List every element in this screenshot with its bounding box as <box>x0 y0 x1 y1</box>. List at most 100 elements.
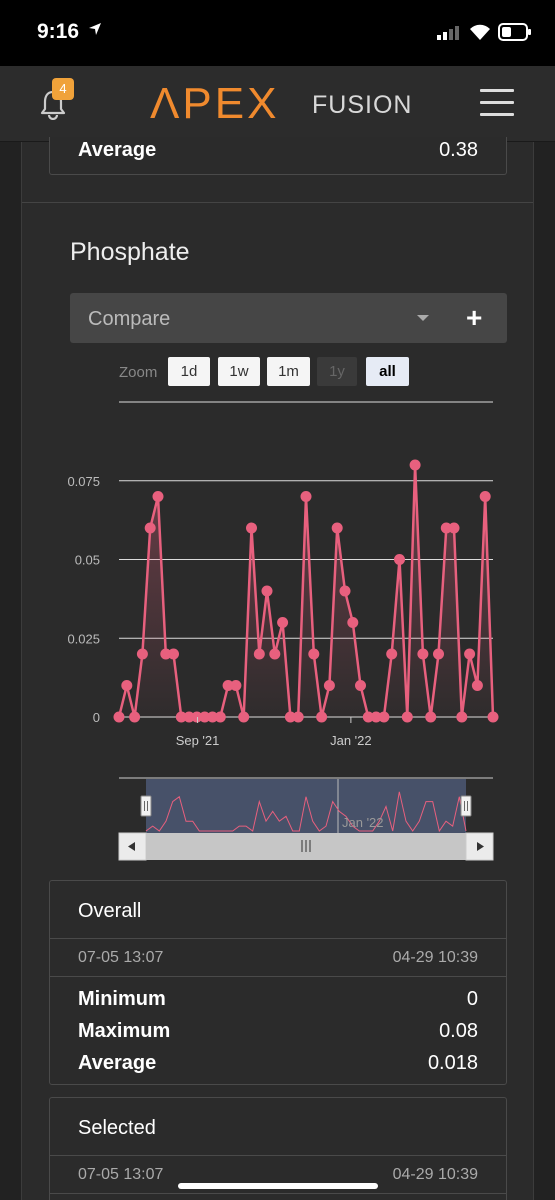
data-point[interactable] <box>199 711 211 723</box>
data-point[interactable] <box>277 617 289 628</box>
data-point[interactable] <box>448 522 460 534</box>
data-point[interactable] <box>261 585 273 597</box>
scroll-left-arrow-icon <box>128 842 135 851</box>
data-point[interactable] <box>409 459 421 471</box>
data-point[interactable] <box>121 680 133 691</box>
phosphate-chart[interactable]: 0 0.025 0.05 0.075 Sep '21 Jan '22 Jan '22 <box>22 142 535 872</box>
data-point[interactable] <box>160 648 172 660</box>
overall-stats-card: Overall 07-05 13:07 04-29 10:39 Minimum … <box>49 880 507 1085</box>
data-point[interactable] <box>347 617 359 628</box>
navigator-right-handle[interactable] <box>460 795 472 817</box>
data-point[interactable] <box>308 648 320 660</box>
data-point[interactable] <box>136 648 148 660</box>
data-point[interactable] <box>339 585 351 597</box>
zoom-1y-button: 1y <box>317 357 357 386</box>
data-point[interactable] <box>207 711 218 723</box>
data-point[interactable] <box>386 648 398 660</box>
location-arrow-icon <box>89 23 101 35</box>
data-point[interactable] <box>246 522 257 534</box>
data-point[interactable] <box>183 711 195 723</box>
data-point[interactable] <box>113 711 125 723</box>
zoom-1m-button[interactable]: 1m <box>267 357 310 386</box>
navigator-selection[interactable] <box>146 779 466 833</box>
data-point[interactable] <box>433 648 444 660</box>
zoom-1d-button[interactable]: 1d <box>168 357 210 386</box>
data-point[interactable] <box>471 680 483 691</box>
navigator-date-label: Jan '22 <box>342 815 384 830</box>
data-point[interactable] <box>238 711 250 723</box>
navigator-left-handle[interactable] <box>140 795 152 817</box>
data-point[interactable] <box>191 711 203 723</box>
section-divider <box>22 202 533 203</box>
wifi-icon <box>470 24 490 40</box>
y-tick-label: 0.05 <box>75 553 100 568</box>
data-point[interactable] <box>129 711 141 723</box>
data-point[interactable] <box>425 711 437 723</box>
x-tick-label: Sep '21 <box>176 733 220 748</box>
data-point[interactable] <box>230 680 242 691</box>
data-point[interactable] <box>269 648 281 660</box>
status-time: 9:16 <box>37 20 80 43</box>
overall-date-range: 07-05 13:07 04-29 10:39 <box>50 939 506 977</box>
main-panel: Average 0.38 Phosphate Compare + Zoom 1d… <box>21 137 535 1200</box>
logo-fusion-text: FUSION <box>312 91 413 119</box>
data-point[interactable] <box>378 711 390 723</box>
data-point[interactable] <box>175 711 187 723</box>
maximum-label: Maximum <box>78 1020 171 1042</box>
zoom-label: Zoom <box>119 364 158 381</box>
data-point[interactable] <box>394 554 405 565</box>
data-point[interactable] <box>300 491 312 502</box>
minimum-label: Minimum <box>78 988 166 1010</box>
data-point[interactable] <box>331 522 343 534</box>
data-point[interactable] <box>487 711 499 723</box>
stat-row-average: Average 0.018 <box>50 1047 506 1079</box>
data-point[interactable] <box>214 711 226 723</box>
data-point[interactable] <box>464 648 476 660</box>
data-point[interactable] <box>144 522 156 534</box>
data-point[interactable] <box>323 680 335 691</box>
hamburger-menu-icon[interactable] <box>480 89 514 117</box>
app-header: 4 ΛPEX FUSION <box>0 66 555 142</box>
data-point[interactable] <box>152 491 164 502</box>
data-point[interactable] <box>362 711 374 723</box>
add-compare-button[interactable]: + <box>466 302 483 333</box>
data-point[interactable] <box>401 711 413 723</box>
series-area <box>119 465 493 717</box>
data-point[interactable] <box>316 711 328 723</box>
data-point[interactable] <box>456 711 468 723</box>
data-point[interactable] <box>370 711 382 723</box>
data-point[interactable] <box>253 648 265 660</box>
zoom-1w-button[interactable]: 1w <box>218 357 260 386</box>
selected-date-range: 07-05 13:07 04-29 10:39 <box>50 1156 506 1194</box>
y-tick-label: 0.075 <box>67 474 100 489</box>
battery-icon <box>498 23 531 41</box>
selected-start-date: 07-05 13:07 <box>78 1166 164 1183</box>
chevron-down-icon <box>417 315 429 321</box>
minimum-value: 0 <box>466 988 478 1010</box>
data-point[interactable] <box>222 680 234 691</box>
compare-select[interactable]: Compare + <box>70 293 507 343</box>
maximum-value: 0.08 <box>439 1020 478 1042</box>
average-value: 0.018 <box>427 1052 478 1074</box>
home-indicator <box>178 1183 378 1189</box>
scroll-right-arrow-icon <box>477 842 484 851</box>
data-point[interactable] <box>284 711 296 723</box>
selected-end-date: 04-29 10:39 <box>392 1166 478 1183</box>
overall-title: Overall <box>78 900 142 922</box>
data-point[interactable] <box>479 491 491 502</box>
cellular-signal-icon <box>437 26 459 40</box>
data-point[interactable] <box>355 680 366 691</box>
previous-average-value: 0.38 <box>439 139 478 161</box>
data-point[interactable] <box>417 648 429 660</box>
zoom-all-button[interactable]: all <box>366 357 409 386</box>
status-bar: 9:16 <box>0 0 555 66</box>
data-point[interactable] <box>440 522 452 534</box>
compare-label: Compare <box>88 308 171 330</box>
data-point[interactable] <box>292 711 304 723</box>
y-tick-label: 0 <box>93 710 100 725</box>
notification-badge: 4 <box>52 78 74 100</box>
chart-scrollbar[interactable] <box>118 832 494 861</box>
data-point[interactable] <box>168 648 179 660</box>
chart-navigator[interactable]: Jan '22 <box>119 777 493 833</box>
overall-start-date: 07-05 13:07 <box>78 949 164 966</box>
